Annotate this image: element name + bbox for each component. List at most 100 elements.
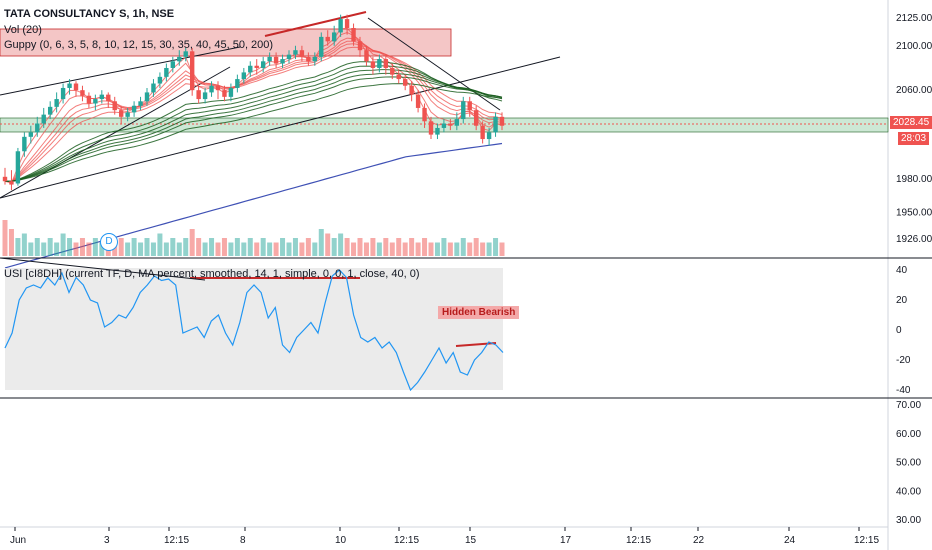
candle-body bbox=[189, 51, 195, 91]
volume-bar bbox=[150, 242, 156, 256]
usi-line bbox=[4, 269, 504, 392]
dividend-marker[interactable]: D bbox=[100, 233, 118, 251]
candle-body bbox=[260, 61, 266, 68]
candle-body bbox=[183, 51, 188, 57]
time-tick-label: 22 bbox=[693, 535, 705, 546]
volume-bar bbox=[131, 238, 137, 256]
candle-body bbox=[299, 50, 305, 57]
ema-200-line bbox=[4, 142, 503, 269]
volume-bar bbox=[79, 238, 85, 256]
volume-bar bbox=[460, 238, 466, 256]
candle-body bbox=[338, 19, 343, 33]
candle-body bbox=[22, 136, 27, 152]
time-tick-label: 15 bbox=[465, 535, 477, 546]
candle-body bbox=[106, 94, 111, 102]
candle-body bbox=[177, 56, 182, 62]
candle-body bbox=[280, 59, 285, 64]
candle-body bbox=[422, 107, 427, 122]
candle-body bbox=[125, 112, 130, 117]
candle-body bbox=[47, 106, 53, 115]
candle-body bbox=[402, 79, 408, 86]
dividend-marker-label: D bbox=[105, 236, 113, 247]
volume-bar bbox=[273, 242, 279, 256]
usi-axis[interactable]: 40 20 0 -20 -40 bbox=[896, 265, 911, 396]
usi-legend[interactable]: USI [cI8DH] (current TF, D, MA percent, … bbox=[4, 268, 420, 280]
volume-bar bbox=[402, 242, 408, 256]
candle-body bbox=[73, 83, 79, 91]
candle-body bbox=[448, 123, 453, 126]
hidden-bearish-label: Hidden Bearish bbox=[438, 306, 520, 319]
volume-bar bbox=[254, 242, 260, 256]
volume-bar bbox=[170, 238, 176, 256]
candle-body bbox=[2, 176, 8, 182]
candle-body bbox=[202, 92, 208, 100]
volume-bar bbox=[157, 233, 163, 256]
volume-bar bbox=[389, 242, 395, 256]
guppy-ema-line bbox=[4, 65, 503, 182]
pane3-tick-label: 70.00 bbox=[896, 400, 921, 411]
volume-bar bbox=[428, 242, 434, 256]
candle-body bbox=[93, 99, 98, 104]
candle-body bbox=[364, 50, 369, 62]
volume-bar bbox=[86, 242, 92, 256]
volume-bar bbox=[8, 229, 14, 256]
volume-bar bbox=[234, 238, 240, 256]
volume-bar bbox=[299, 242, 305, 256]
volume-bar bbox=[99, 242, 105, 256]
time-tick-label: 12:15 bbox=[164, 535, 189, 546]
volume-legend[interactable]: Vol (20) bbox=[4, 24, 42, 36]
volume-bar bbox=[480, 242, 486, 256]
candle-body bbox=[131, 105, 137, 113]
candle-body bbox=[80, 90, 85, 96]
time-tick-label: 12:15 bbox=[854, 535, 879, 546]
candle-body bbox=[248, 65, 253, 73]
price-tick-label: 1926.00 bbox=[896, 234, 932, 245]
candle-body bbox=[267, 56, 272, 62]
pane3-tick-label: 50.00 bbox=[896, 458, 921, 469]
guppy-ema-line bbox=[4, 40, 503, 183]
volume-bar bbox=[189, 229, 195, 256]
candle-body bbox=[409, 85, 414, 95]
volume-bar bbox=[196, 238, 202, 256]
volume-bar bbox=[215, 242, 221, 256]
volume-bar bbox=[15, 238, 21, 256]
volume-bars bbox=[2, 220, 505, 256]
candle-body bbox=[209, 85, 214, 93]
candle-body bbox=[461, 101, 466, 120]
candle-body bbox=[390, 67, 395, 75]
candle-body bbox=[215, 85, 221, 91]
volume-bar bbox=[357, 238, 363, 256]
candle-body bbox=[357, 41, 363, 51]
pane3-tick-label: 30.00 bbox=[896, 515, 921, 526]
candle-body bbox=[351, 27, 356, 42]
candle-body bbox=[396, 74, 401, 80]
candle-body bbox=[306, 56, 311, 62]
price-tick-label: 1980.00 bbox=[896, 174, 932, 185]
time-axis[interactable]: Jun 3 12:15 8 10 12:15 15 17 12:15 22 24 12:15 bbox=[10, 527, 879, 546]
usi-tick-label: 40 bbox=[896, 265, 908, 276]
candle-body bbox=[441, 123, 447, 128]
candle-body bbox=[112, 101, 117, 111]
volume-bar bbox=[447, 242, 453, 256]
price-axis[interactable]: 2125.00 2100.00 2060.00 1980.00 1950.00 1926.… bbox=[896, 13, 932, 245]
price-tick-label: 2060.00 bbox=[896, 85, 932, 96]
volume-bar bbox=[176, 242, 182, 256]
third-pane-axis[interactable]: 70.00 60.00 50.00 40.00 30.00 bbox=[896, 400, 921, 526]
candle-body bbox=[454, 119, 460, 126]
time-tick-label: 12:15 bbox=[626, 535, 651, 546]
guppy-legend[interactable]: Guppy (0, 6, 3, 5, 8, 10, 12, 15, 30, 35… bbox=[4, 39, 274, 51]
countdown-badge: 28:03 bbox=[898, 132, 930, 145]
candle-body bbox=[493, 116, 498, 133]
candle-body bbox=[28, 132, 34, 137]
volume-bar bbox=[112, 242, 118, 256]
volume-bar bbox=[422, 238, 428, 256]
usi-tick-label: 20 bbox=[896, 295, 908, 306]
usi-tick-label: -20 bbox=[896, 355, 911, 366]
volume-bar bbox=[209, 238, 215, 256]
candle-body bbox=[235, 79, 240, 88]
volume-bar bbox=[383, 238, 389, 256]
candle-body bbox=[499, 116, 505, 126]
volume-bar bbox=[73, 242, 79, 256]
volume-bar bbox=[267, 242, 273, 256]
